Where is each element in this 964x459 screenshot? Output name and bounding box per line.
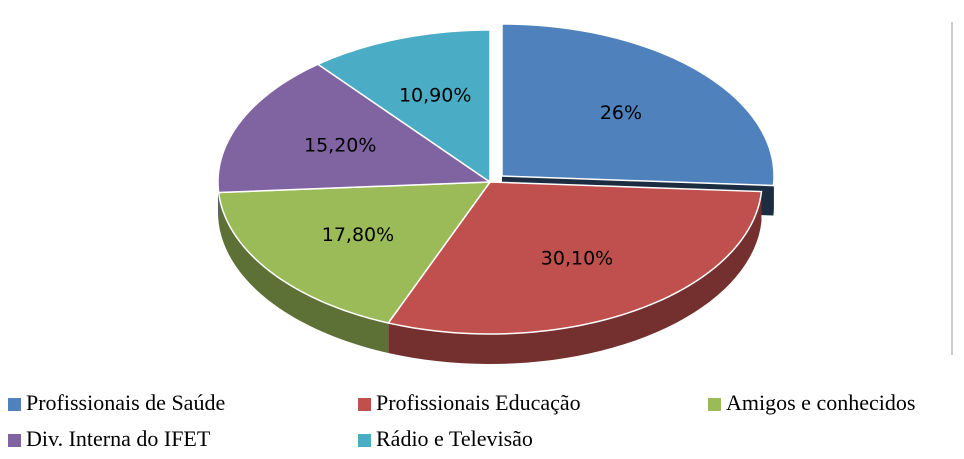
data-label: 26% bbox=[600, 102, 642, 124]
data-label: 15,20% bbox=[304, 134, 376, 156]
data-label: 10,90% bbox=[399, 85, 471, 107]
legend-label: Profissionais de Saúde bbox=[26, 390, 225, 415]
legend-swatch bbox=[358, 398, 371, 411]
slice bbox=[217, 63, 493, 194]
slice bbox=[501, 23, 775, 187]
slice-side bbox=[388, 191, 762, 364]
data-label: 17,80% bbox=[322, 224, 394, 246]
slice-side bbox=[218, 192, 389, 353]
data-label: 30,10% bbox=[541, 248, 613, 270]
legend-swatch bbox=[708, 398, 721, 411]
legend-label: Rádio e Televisão bbox=[376, 426, 533, 451]
legend-label: Amigos e conhecidos bbox=[726, 390, 915, 415]
slice bbox=[217, 181, 492, 324]
slice bbox=[387, 181, 763, 335]
legend-label: Div. Interna do IFET bbox=[26, 426, 211, 451]
slice bbox=[316, 29, 491, 184]
legend-label: Profissionais Educação bbox=[376, 390, 581, 415]
legend-swatch bbox=[8, 434, 21, 447]
legend-swatch bbox=[8, 398, 21, 411]
legend-swatch bbox=[358, 434, 371, 447]
